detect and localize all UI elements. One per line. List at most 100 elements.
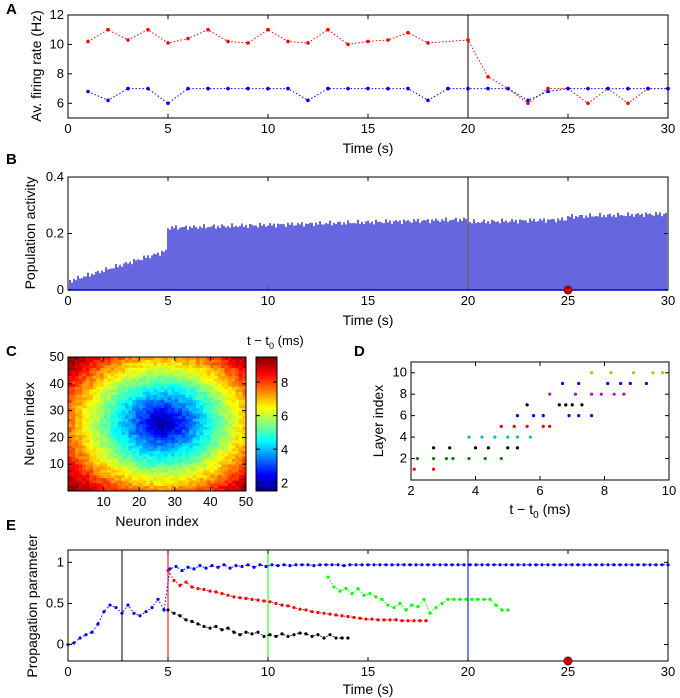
heatmap-cell bbox=[78, 375, 83, 379]
heatmap-cell bbox=[196, 434, 201, 438]
heatmap-cell bbox=[160, 450, 165, 454]
heatmap-cell bbox=[78, 440, 83, 444]
heatmap-cell bbox=[153, 378, 158, 382]
heatmap-cell bbox=[210, 477, 215, 481]
heatmap-cell bbox=[238, 482, 243, 486]
heatmap-cell bbox=[139, 480, 144, 484]
heatmap-cell bbox=[181, 442, 186, 446]
heatmap-cell bbox=[231, 399, 236, 403]
heatmap-cell bbox=[235, 365, 240, 369]
heatmap-cell bbox=[157, 426, 161, 430]
heatmap-cell bbox=[146, 485, 151, 489]
heatmap-cell bbox=[78, 464, 83, 468]
panel-c-ytick-label: 30 bbox=[50, 403, 64, 418]
heatmap-cell bbox=[164, 466, 168, 470]
heatmap-cell bbox=[124, 415, 129, 419]
panel-a-point-blue bbox=[566, 86, 570, 91]
panel-c-xtick-label: 40 bbox=[203, 494, 217, 509]
heatmap-cell bbox=[117, 386, 122, 390]
heatmap-cell bbox=[181, 397, 186, 401]
heatmap-cell bbox=[189, 456, 193, 460]
heatmap-cell bbox=[132, 456, 136, 460]
heatmap-cell bbox=[92, 421, 97, 425]
heatmap-cell bbox=[124, 482, 129, 486]
heatmap-cell bbox=[210, 386, 215, 390]
heatmap-cell bbox=[167, 432, 172, 436]
heatmap-cell bbox=[217, 397, 222, 401]
heatmap-cell bbox=[68, 378, 72, 382]
heatmap-cell bbox=[235, 445, 240, 449]
heatmap-cell bbox=[89, 370, 94, 374]
heatmap-cell bbox=[235, 477, 240, 481]
heatmap-cell bbox=[203, 418, 208, 422]
heatmap-cell bbox=[189, 477, 193, 481]
heatmap-cell bbox=[78, 357, 83, 360]
heatmap-cell bbox=[153, 464, 158, 468]
panel-e-point-blue bbox=[654, 563, 658, 567]
heatmap-cell bbox=[100, 445, 104, 449]
heatmap-cell bbox=[174, 357, 179, 360]
heatmap-cell bbox=[85, 442, 90, 446]
heatmap-cell bbox=[128, 415, 133, 419]
heatmap-cell bbox=[160, 440, 165, 444]
heatmap-cell bbox=[171, 482, 176, 486]
heatmap-cell bbox=[92, 472, 97, 476]
heatmap-cell bbox=[160, 397, 165, 401]
heatmap-cell bbox=[238, 373, 243, 377]
heatmap-cell bbox=[100, 362, 104, 366]
heatmap-cell bbox=[75, 402, 79, 406]
heatmap-cell bbox=[92, 442, 97, 446]
heatmap-cell bbox=[206, 357, 211, 360]
panel-e-point-green bbox=[446, 597, 450, 601]
heatmap-cell bbox=[213, 359, 218, 363]
heatmap-cell bbox=[153, 418, 158, 422]
heatmap-cell bbox=[100, 378, 104, 382]
heatmap-cell bbox=[132, 391, 136, 395]
layer-spike-point bbox=[480, 435, 484, 439]
layer-spike-point bbox=[451, 456, 455, 461]
panel-e-point-black bbox=[346, 636, 350, 640]
heatmap-cell bbox=[189, 362, 193, 366]
panel-e-point-blue bbox=[312, 564, 316, 568]
panel-e-point-blue bbox=[366, 563, 370, 567]
heatmap-cell bbox=[103, 391, 108, 395]
heatmap-cell bbox=[82, 365, 87, 369]
heatmap-cell bbox=[242, 488, 247, 492]
heatmap-cell bbox=[146, 413, 151, 417]
heatmap-cell bbox=[228, 367, 233, 371]
heatmap-cell bbox=[128, 407, 133, 411]
heatmap-cell bbox=[160, 381, 165, 385]
heatmap-cell bbox=[224, 365, 229, 369]
heatmap-cell bbox=[68, 357, 72, 360]
colorbar-segment bbox=[256, 375, 277, 379]
heatmap-cell bbox=[114, 381, 119, 385]
heatmap-cell bbox=[196, 373, 201, 377]
heatmap-cell bbox=[75, 485, 79, 489]
heatmap-cell bbox=[206, 432, 211, 436]
heatmap-cell bbox=[242, 402, 247, 406]
heatmap-cell bbox=[139, 362, 144, 366]
heatmap-cell bbox=[71, 432, 76, 436]
panel-a-xtick-label: 15 bbox=[361, 121, 375, 136]
heatmap-cell bbox=[107, 472, 112, 476]
panel-a-frame bbox=[67, 14, 669, 119]
colorbar-segment bbox=[256, 449, 277, 452]
heatmap-cell bbox=[117, 453, 122, 457]
heatmap-cell bbox=[110, 421, 115, 425]
heatmap-cell bbox=[68, 405, 72, 409]
heatmap-cell bbox=[124, 474, 129, 478]
heatmap-cell bbox=[238, 466, 243, 470]
heatmap-cell bbox=[157, 394, 161, 398]
heatmap-cell bbox=[217, 424, 222, 427]
panel-e-point-blue bbox=[432, 563, 436, 567]
heatmap-cell bbox=[89, 434, 94, 438]
layer-spike-point bbox=[580, 403, 584, 407]
heatmap-cell bbox=[114, 359, 119, 363]
heatmap-cell bbox=[149, 482, 154, 486]
heatmap-cell bbox=[100, 402, 104, 406]
heatmap-cell bbox=[185, 391, 190, 395]
colorbar-segment bbox=[256, 377, 277, 381]
heatmap-cell bbox=[160, 365, 165, 369]
heatmap-cell bbox=[75, 378, 79, 382]
heatmap-cell bbox=[146, 472, 151, 476]
